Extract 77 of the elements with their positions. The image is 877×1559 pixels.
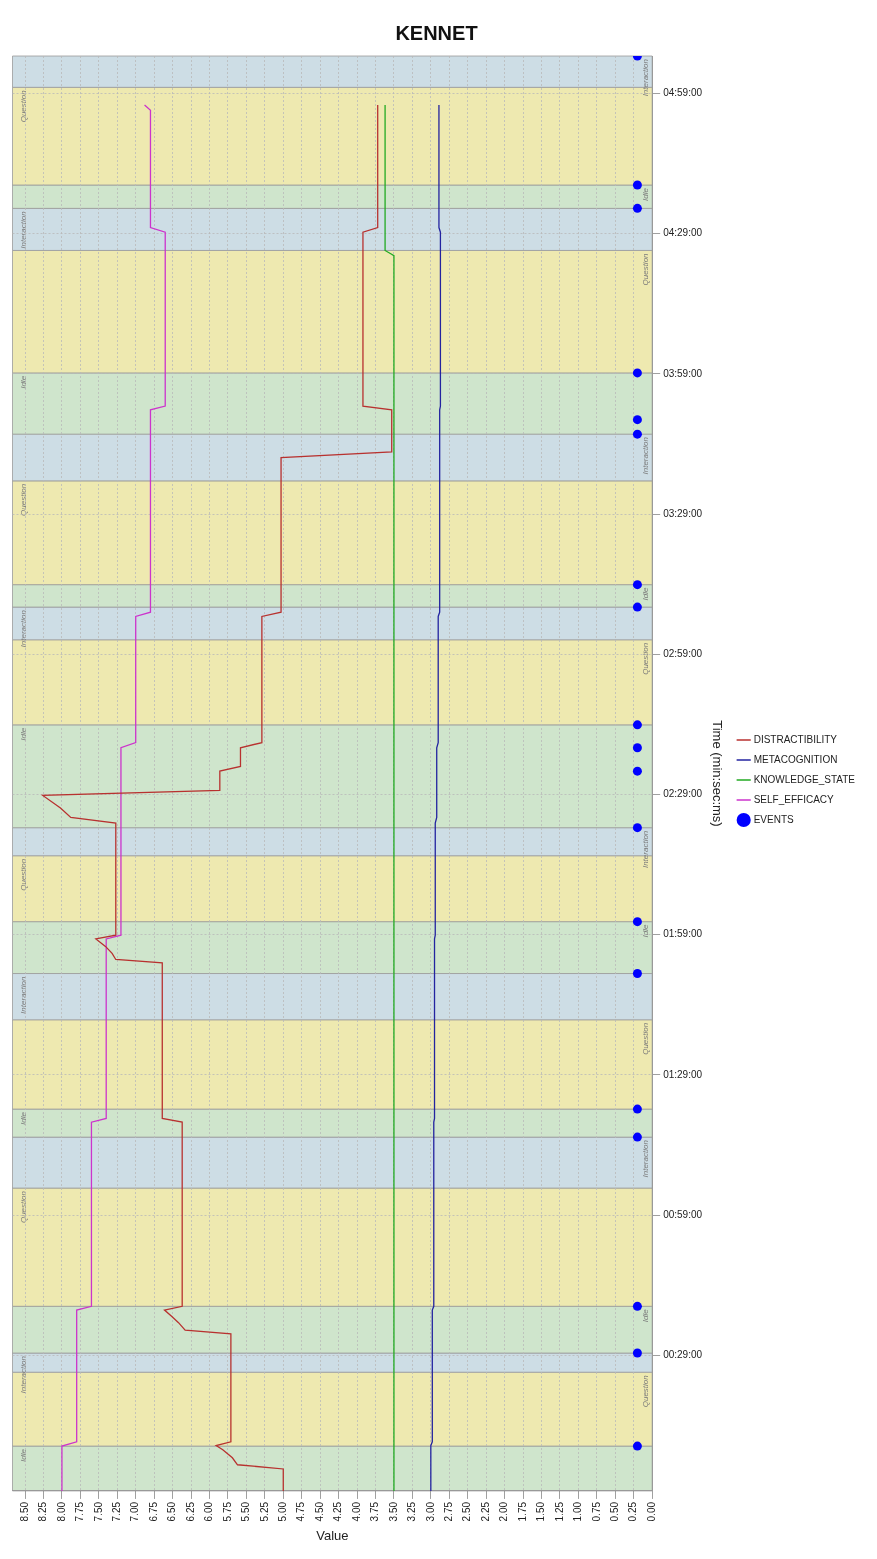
- x-tick-label: 1.25: [553, 1501, 565, 1522]
- band-label: Question: [641, 1022, 651, 1055]
- x-tick-label: 6.00: [203, 1501, 215, 1522]
- x-tick-label: 5.25: [258, 1501, 270, 1522]
- x-tick-label: 8.50: [18, 1501, 30, 1522]
- x-tick-label: 6.75: [147, 1501, 159, 1522]
- band-label: Question: [18, 483, 28, 516]
- x-tick-label: 4.50: [313, 1501, 325, 1522]
- legend-label: EVENTS: [753, 813, 795, 825]
- x-tick-label: 2.25: [479, 1501, 491, 1522]
- band-label: Question: [641, 252, 651, 286]
- band-label: Question: [18, 858, 28, 891]
- y-tick-label: 01:59:00: [663, 928, 703, 940]
- band-label: Interaction: [641, 58, 651, 97]
- x-tick-label: 4.25: [332, 1501, 344, 1522]
- x-axis-title: Value: [316, 1527, 349, 1543]
- x-tick-label: 4.75: [295, 1501, 307, 1522]
- x-tick-label: 7.75: [74, 1501, 86, 1522]
- y-tick-label: 03:59:00: [663, 367, 703, 379]
- band-label: Idle: [18, 1448, 28, 1462]
- band-label: Interaction: [641, 1139, 651, 1178]
- band-label: Idle: [18, 375, 28, 389]
- band-label: Question: [18, 1190, 28, 1224]
- x-tick-label: 0.25: [627, 1501, 639, 1522]
- x-tick-label: 1.50: [535, 1501, 547, 1522]
- band-label: Interaction: [641, 436, 651, 475]
- x-tick-label: 3.75: [369, 1501, 381, 1522]
- band-label: Interaction: [641, 830, 651, 869]
- x-tick-label: 7.50: [92, 1501, 104, 1522]
- x-tick-label: 8.25: [37, 1501, 49, 1522]
- x-tick-label: 3.25: [406, 1501, 418, 1522]
- legend-label: METACOGNITION: [753, 753, 838, 765]
- y-tick-label: 01:29:00: [663, 1068, 703, 1080]
- band-label: Interaction: [18, 210, 28, 249]
- x-tick-label: 6.25: [184, 1501, 196, 1522]
- x-tick-label: 5.00: [277, 1501, 289, 1522]
- legend-label: DISTRACTIBILITY: [753, 733, 838, 745]
- band-label: Question: [641, 642, 651, 675]
- x-tick-label: 0.50: [609, 1501, 621, 1522]
- band-label: Idle: [18, 1111, 28, 1125]
- x-tick-label: 0.00: [645, 1501, 657, 1522]
- x-tick-label: 8.00: [55, 1501, 67, 1522]
- x-tick-label: 7.00: [129, 1501, 141, 1522]
- x-tick-label: 0.75: [590, 1501, 602, 1522]
- x-tick-label: 1.75: [516, 1501, 528, 1522]
- x-tick-label: 6.50: [166, 1501, 178, 1522]
- y-tick-label: 00:59:00: [663, 1208, 703, 1220]
- x-tick-label: 5.50: [240, 1501, 252, 1522]
- x-tick-label: 2.75: [443, 1501, 455, 1522]
- x-tick-label: 7.25: [111, 1501, 123, 1522]
- x-tick-label: 3.50: [387, 1501, 399, 1522]
- x-tick-label: 5.75: [221, 1501, 233, 1522]
- band-label: Interaction: [18, 975, 28, 1014]
- band-label: Idle: [641, 187, 651, 201]
- band-label: Idle: [641, 587, 651, 601]
- y-tick-label: 04:29:00: [663, 227, 703, 239]
- chart-title: KENNET: [395, 21, 478, 44]
- x-tick-label: 2.00: [498, 1501, 510, 1522]
- x-tick-label: 3.00: [424, 1501, 436, 1522]
- x-tick-label: 1.00: [572, 1501, 584, 1522]
- y-tick-label: 02:29:00: [663, 788, 703, 800]
- band-label: Idle: [641, 924, 651, 938]
- y-tick-label: 04:59:00: [663, 87, 703, 99]
- band-label: Question: [641, 1374, 651, 1408]
- y-axis-title: Time (min:sec:ms): [710, 720, 726, 827]
- legend-label: KNOWLEDGE_STATE: [753, 773, 856, 785]
- y-tick-label: 02:59:00: [663, 648, 703, 660]
- band-label: Interaction: [18, 609, 28, 648]
- legend-label: SELF_EFFICACY: [753, 793, 835, 805]
- band-label: Question: [18, 89, 28, 123]
- band-label: Interaction: [18, 1355, 28, 1394]
- x-tick-label: 4.00: [350, 1501, 362, 1522]
- x-tick-label: 2.50: [461, 1501, 473, 1522]
- band-label: Idle: [641, 1308, 651, 1323]
- band-label: Idle: [18, 727, 28, 741]
- y-tick-label: 00:29:00: [663, 1349, 703, 1361]
- y-tick-label: 03:29:00: [663, 507, 703, 519]
